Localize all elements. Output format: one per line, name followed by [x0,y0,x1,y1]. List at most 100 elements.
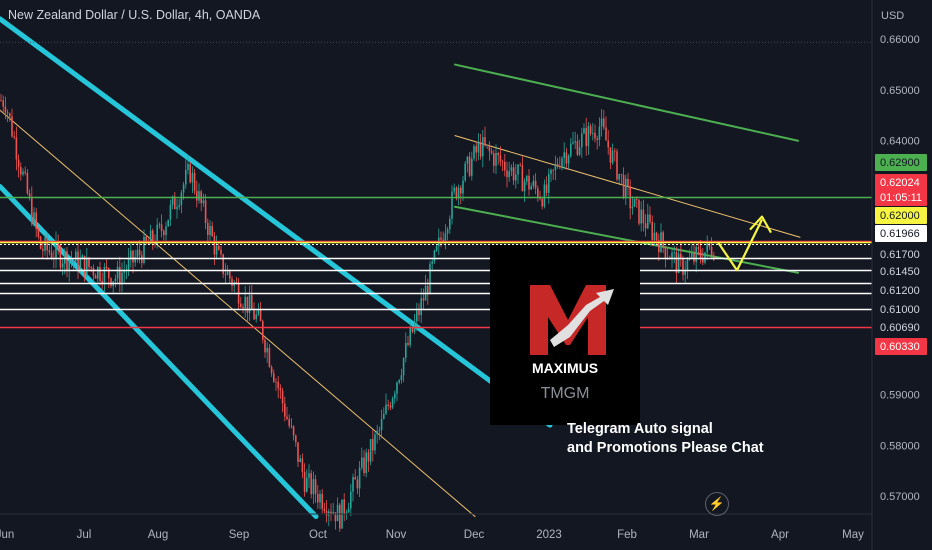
candle [83,255,86,282]
candle [684,260,686,283]
candle [607,130,609,155]
candle [598,117,601,147]
candle [339,502,341,532]
candle [407,335,409,347]
candle [385,393,387,416]
candle [273,369,275,383]
candle [664,245,667,268]
candle [409,321,411,348]
y-tick-label: 0.66000 [880,34,920,46]
candle [380,409,383,439]
candle [114,274,117,288]
candle [292,425,295,441]
candle [449,215,451,235]
candle [209,220,211,241]
candle [521,156,524,192]
candle [306,469,308,493]
x-tick-label: Oct [309,529,328,541]
candle [101,272,103,290]
candle [523,178,526,202]
candle [633,198,636,208]
promo-message: Telegram Auto signal and Promotions Plea… [567,420,764,458]
candle [158,222,161,229]
candle [693,244,695,265]
candle [541,196,543,210]
candle [550,168,552,182]
candle [299,454,301,463]
candle [176,198,178,219]
price-label: 0.62000 [880,210,920,222]
candle [301,453,304,479]
candle [677,248,680,274]
candle [561,156,563,171]
price-label-bg [875,338,927,355]
candle [482,129,484,168]
x-tick-label: Aug [148,529,168,541]
candle [673,245,675,264]
candle [490,147,493,155]
candle [323,503,326,514]
price-label-bg [875,301,927,318]
candle [475,141,477,162]
candle [686,257,689,280]
candle [543,179,546,209]
candle [281,387,284,413]
candle [460,184,462,205]
candle [4,96,7,120]
x-tick-label: Sep [229,529,249,541]
candle [396,381,398,402]
y-tick-label: 0.64000 [880,136,920,148]
price-label: 0.62900 [880,157,920,169]
candle [130,243,132,268]
candle [350,483,352,517]
candle [174,192,176,210]
candle [55,231,57,269]
candle [387,399,389,411]
candle [658,233,660,262]
candle [325,500,328,523]
lightning-icon[interactable]: ⚡ [705,492,729,516]
candle [620,173,623,185]
candle [477,133,480,161]
candle [647,203,649,230]
candle [358,461,361,497]
candle [429,260,431,295]
candle [363,450,365,477]
candle [640,201,642,232]
candle [405,332,407,363]
candle [314,474,317,503]
candle [424,274,427,301]
price-label-bg [875,246,927,263]
candle [222,253,224,278]
candle [402,357,405,383]
x-tick-label: Apr [771,529,789,541]
candle [616,148,618,182]
candle [321,488,323,514]
candle [378,426,381,441]
candle [699,240,702,264]
candle [682,255,684,281]
candle [180,190,183,214]
candle [244,285,246,318]
candle [9,112,11,122]
candle [284,396,286,422]
candle [596,135,598,150]
candle [127,248,130,277]
candle [77,243,79,279]
candle [427,278,429,305]
candle [600,109,603,137]
candle [530,183,532,190]
candle [275,378,277,391]
candle [422,288,425,309]
candle [354,469,356,480]
candle [61,259,64,276]
candle [605,116,607,141]
maximus-m-icon [530,285,614,355]
trendline-1 [0,16,553,428]
candle [125,264,128,280]
y-tick-label: 0.57000 [880,491,920,503]
x-tick-label: Mar [689,529,709,541]
candle [312,471,315,504]
